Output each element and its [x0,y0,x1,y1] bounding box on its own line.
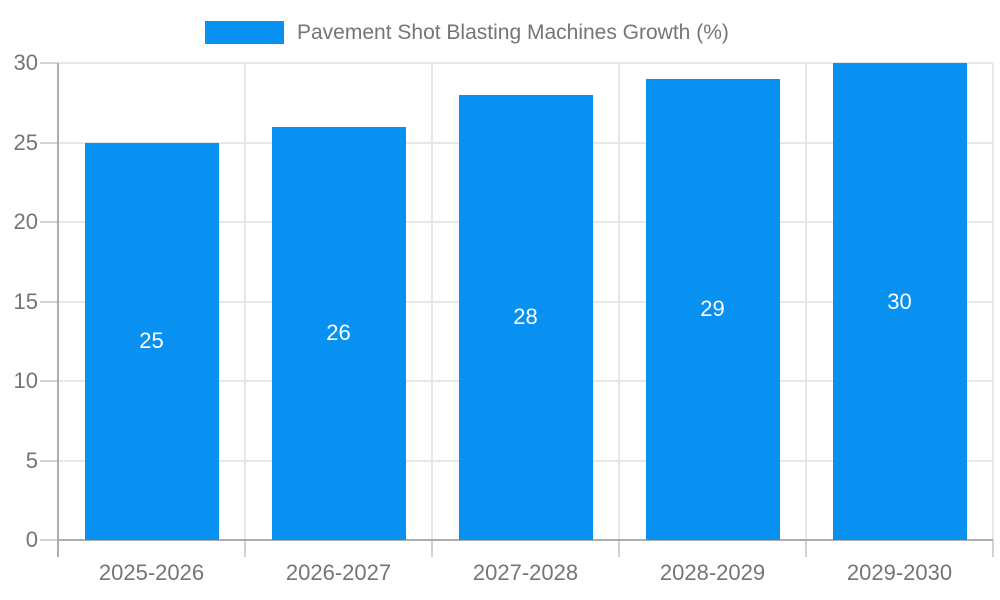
x-tick-label: 2029-2030 [846,560,953,585]
y-tick-label: 5 [25,447,38,473]
bar-value-label: 28 [513,304,538,330]
legend-swatch [205,21,284,44]
y-tick-mark [40,62,58,64]
x-tick-label: 2027-2028 [472,560,579,585]
x-tick-mark [244,540,246,557]
y-tick-mark [40,539,58,541]
y-tick-mark [40,141,58,144]
gridline-vertical [244,63,246,540]
x-tick-mark [992,540,994,557]
y-tick-label: 20 [13,209,38,234]
bar-value-label: 25 [139,328,164,354]
gridline-vertical [805,63,807,540]
gridline-vertical [431,63,433,540]
bar: 25 [84,142,219,540]
bar: 26 [271,126,406,540]
x-axis-line [58,539,993,541]
y-tick-mark [40,300,58,303]
y-tick-mark [40,459,58,462]
y-axis-line [57,63,59,557]
bar: 30 [832,63,967,540]
y-tick-label: 30 [13,50,38,75]
bar: 28 [458,94,593,540]
legend-label: Pavement Shot Blasting Machines Growth (… [297,21,729,44]
y-tick-mark [40,380,58,382]
y-tick-label: 10 [13,368,38,393]
x-tick-label: 2028-2029 [659,560,766,585]
x-tick-mark [431,540,433,557]
y-tick-label: 0 [25,527,38,552]
y-tick-label: 25 [13,129,38,155]
bar-value-label: 30 [887,288,912,314]
y-tick-label: 15 [13,288,38,314]
x-tick-mark [618,540,620,557]
gridline-horizontal [58,62,993,64]
gridline-vertical [618,63,620,540]
x-tick-mark [805,540,807,557]
bar: 29 [645,78,780,540]
x-tick-label: 2026-2027 [285,560,392,585]
bar-value-label: 29 [700,296,725,322]
gridline-vertical [992,63,994,540]
bar-value-label: 26 [326,320,351,346]
x-tick-label: 2025-2026 [98,560,205,585]
chart-legend: Pavement Shot Blasting Machines Growth (… [205,21,729,44]
y-tick-mark [40,221,58,223]
